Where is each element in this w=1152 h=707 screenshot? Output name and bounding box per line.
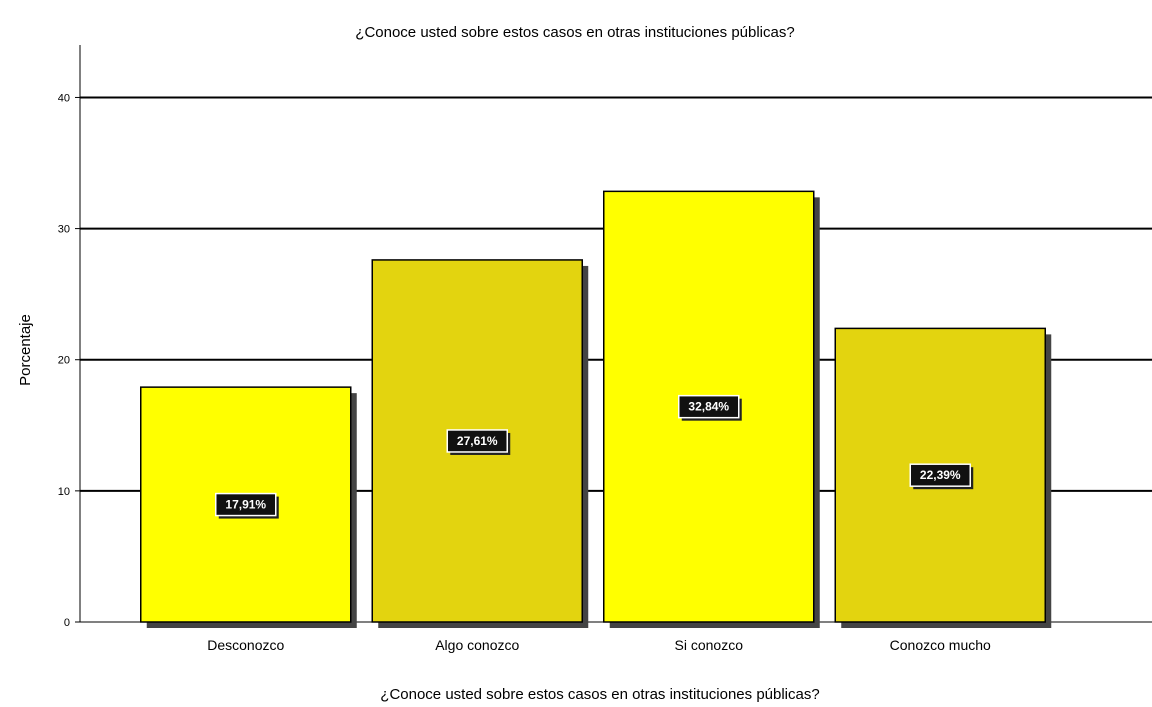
x-tick-label: Conozco mucho [890, 637, 991, 653]
y-tick-label: 30 [58, 224, 70, 236]
data-label: 27,61% [457, 434, 498, 448]
x-axis-label: ¿Conoce usted sobre estos casos en otras… [380, 686, 819, 703]
data-label: 17,91% [225, 498, 266, 512]
y-tick-label: 20 [58, 355, 70, 367]
data-label-box [446, 429, 508, 453]
x-tick-label: Si conozco [675, 637, 744, 653]
bars [140, 190, 1052, 628]
y-tick-label: 10 [58, 486, 70, 498]
y-tick-label: 0 [64, 617, 70, 629]
data-label: 32,84% [688, 400, 729, 414]
data-label-box [678, 394, 740, 419]
y-tick-label: 40 [58, 92, 70, 104]
chart-title: ¿Conoce usted sobre estos casos en otras… [355, 24, 794, 41]
data-label: 22,39% [920, 468, 961, 482]
x-tick-label: Algo conozco [435, 637, 519, 653]
data-labels: 17,91% 27,61% 32,84% 22,39% [215, 394, 974, 519]
data-label-box [909, 463, 971, 487]
y-axis-label: Porcentaje [17, 314, 34, 386]
x-tick-label: Desconozco [207, 637, 284, 653]
tick-labels: 0 10 20 30 40 Desconozco Algo conozco Si conozc… [58, 92, 991, 653]
data-label-box [215, 492, 277, 517]
